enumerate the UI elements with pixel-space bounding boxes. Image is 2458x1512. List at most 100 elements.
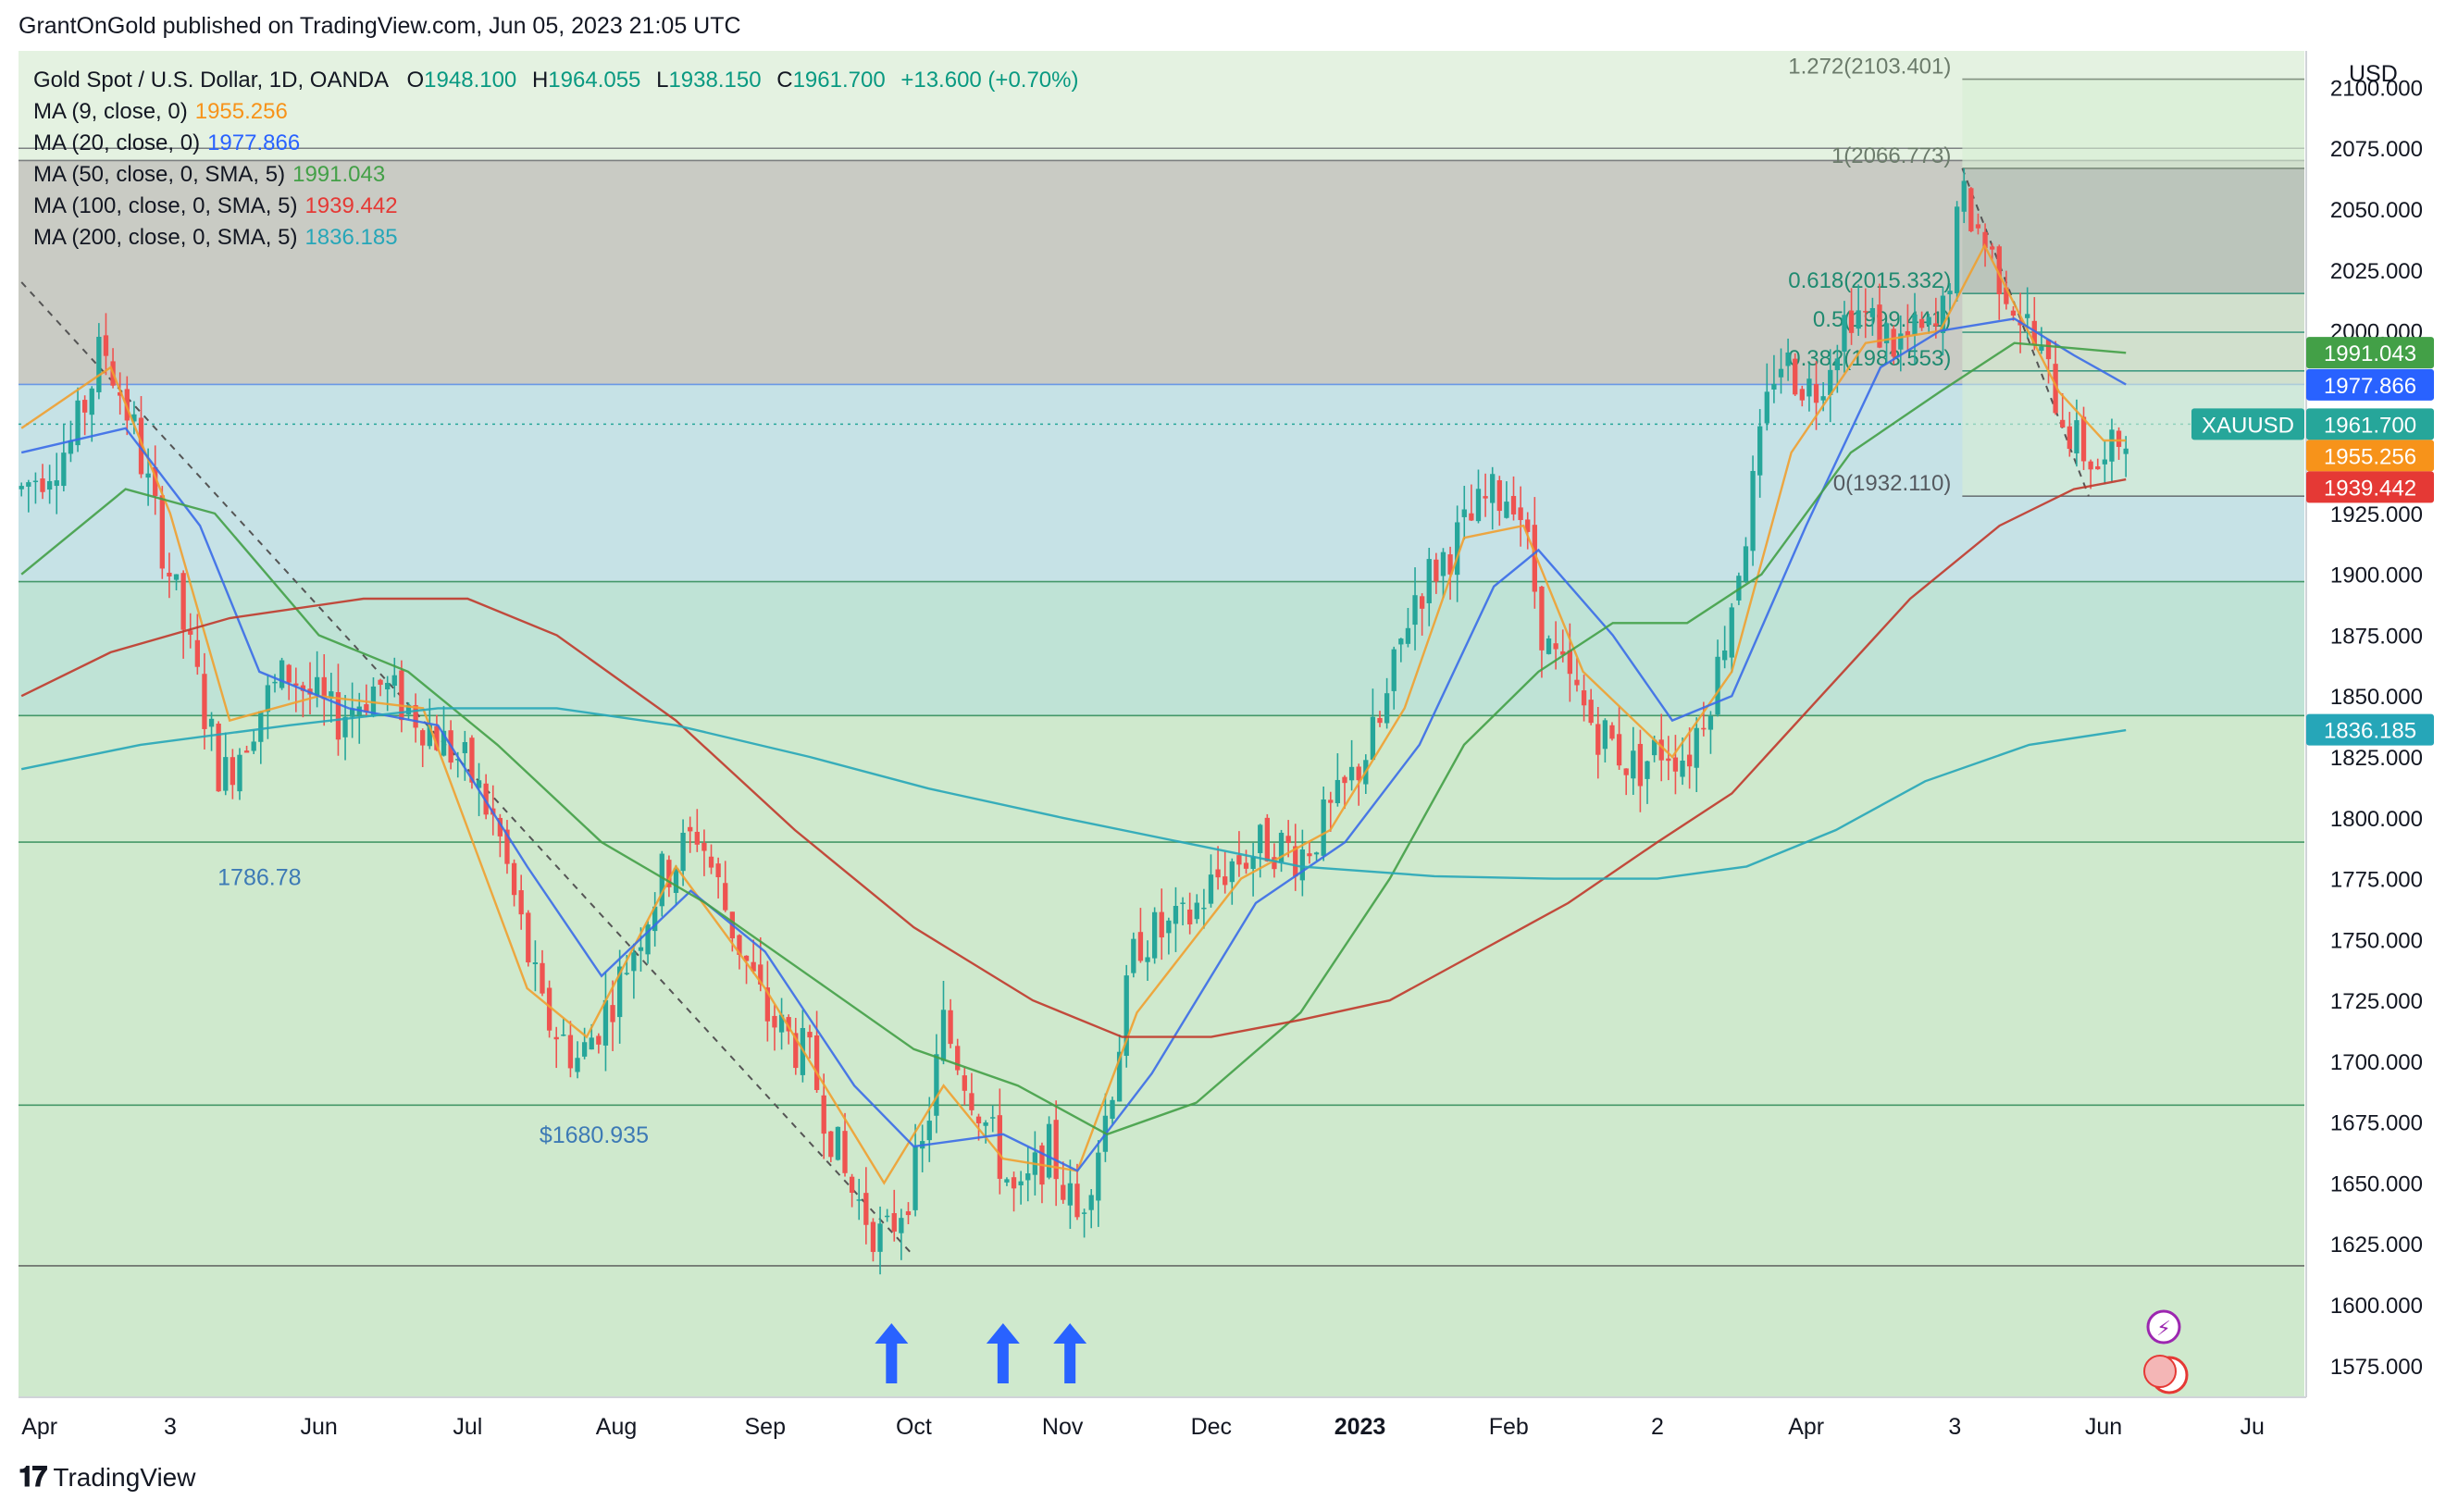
candle-body [1145, 957, 1150, 962]
candle-body [1595, 724, 1601, 755]
x-tick-label: Jun [300, 1414, 337, 1440]
candle-body [159, 495, 165, 569]
candle-body [1356, 766, 1361, 781]
candle-body [540, 962, 545, 994]
candle-body [778, 1014, 785, 1033]
candle-body [1518, 507, 1523, 521]
candle-body [1398, 638, 1404, 645]
y-tick-label: 1750.000 [2330, 928, 2423, 953]
candle-body [1574, 679, 1580, 686]
candle-body [2067, 426, 2072, 450]
candle-body [1631, 750, 1636, 779]
candle-body [2123, 448, 2129, 454]
candle-body [652, 906, 658, 932]
candle-body [526, 912, 531, 963]
candle-body [1067, 1183, 1074, 1206]
candle-body [1434, 559, 1439, 582]
candle-body [1532, 525, 1537, 592]
candle-body [1490, 474, 1496, 503]
ma-row[interactable]: MA (50, close, 0, SMA, 5) 1991.043 [33, 159, 1078, 191]
candle-body [1764, 391, 1769, 424]
candle-body [180, 573, 186, 630]
ma-label: MA (9, close, 0) [33, 99, 188, 124]
axis-background [2306, 0, 2458, 1512]
candle-body [26, 482, 31, 487]
price-tag [2306, 440, 2434, 472]
candle-body [1307, 853, 1312, 857]
candle-body [1081, 1212, 1087, 1214]
price-annotation: $1680.935 [540, 1122, 649, 1148]
zone-support [19, 581, 2304, 716]
candle-body [708, 856, 714, 868]
candle-body [2045, 339, 2052, 360]
candle-body [1658, 739, 1664, 761]
tradingview-footer[interactable]: 𝟏𝟕 TradingView [19, 1462, 195, 1493]
ma-row[interactable]: MA (100, close, 0, SMA, 5) 1939.442 [33, 191, 1078, 222]
ma-label: MA (100, close, 0, SMA, 5) [33, 193, 298, 218]
candle-body [1918, 318, 1925, 328]
ma-label: MA (50, close, 0, SMA, 5) [33, 162, 286, 187]
candle-body [1933, 323, 1939, 327]
y-tick-label: 1825.000 [2330, 746, 2423, 771]
candle-body [1707, 715, 1714, 730]
candle-body [616, 966, 623, 1018]
candle-body [2095, 465, 2101, 470]
candle-body [813, 1035, 820, 1090]
candle-body [1313, 852, 1320, 855]
candle-body [764, 987, 771, 1022]
candle-body [518, 890, 524, 915]
candle-body [329, 691, 334, 699]
candle-body [32, 480, 39, 483]
candle-body [251, 741, 256, 751]
fib-level-label: 0.618(2015.332) [1788, 268, 1951, 293]
candle-body [1856, 310, 1861, 329]
ma-row[interactable]: MA (9, close, 0) 1955.256 [33, 96, 1078, 128]
candle-body [1912, 314, 1918, 336]
candle-body [1680, 761, 1685, 777]
price-tag [2306, 368, 2434, 401]
candle-body [926, 1121, 932, 1141]
candle-body [293, 683, 299, 687]
candle-body [434, 725, 440, 750]
candle-body [786, 1017, 791, 1032]
candle-body [103, 335, 109, 356]
candle-body [476, 780, 482, 788]
price-tag-label: 1961.700 [2324, 413, 2416, 438]
candle-body [1694, 727, 1699, 768]
candle-body [1194, 902, 1199, 920]
candle-body [1335, 779, 1341, 803]
candle-body [1602, 720, 1608, 750]
candle-body [1968, 188, 1974, 231]
y-tick-label: 1625.000 [2330, 1233, 2423, 1258]
open-value: 1948.100 [424, 68, 517, 93]
candle-body [715, 863, 721, 877]
ma-value: 1991.043 [292, 162, 386, 187]
y-tick-label: 1900.000 [2330, 564, 2423, 589]
up-arrow-icon [1053, 1323, 1087, 1383]
candle-body [46, 480, 53, 490]
y-tick-label: 1925.000 [2330, 502, 2423, 527]
candle-body [167, 572, 172, 576]
candle-body [1539, 586, 1545, 651]
candle-body [378, 679, 383, 686]
candle-body [1208, 874, 1214, 904]
candle-body [1813, 384, 1819, 403]
candle-body [602, 999, 609, 1046]
moving-average-line [20, 477, 2127, 1038]
candle-body [723, 883, 728, 911]
candle-body [1243, 862, 1249, 869]
candle-body [1461, 509, 1467, 517]
candle-body [258, 711, 264, 742]
y-tick-label: 1800.000 [2330, 807, 2423, 832]
candle-body [1504, 502, 1509, 518]
candle-body [1173, 905, 1179, 924]
candle-body [1996, 246, 2002, 294]
x-tick-label: Apr [1788, 1414, 1824, 1440]
candle-body [1496, 480, 1502, 512]
ma-label: MA (20, close, 0) [33, 130, 201, 155]
ma-row[interactable]: MA (20, close, 0) 1977.866 [33, 128, 1078, 159]
candle-body [1686, 754, 1693, 767]
ma-row[interactable]: MA (200, close, 0, SMA, 5) 1836.185 [33, 222, 1078, 254]
close-value: 1961.700 [792, 68, 886, 93]
